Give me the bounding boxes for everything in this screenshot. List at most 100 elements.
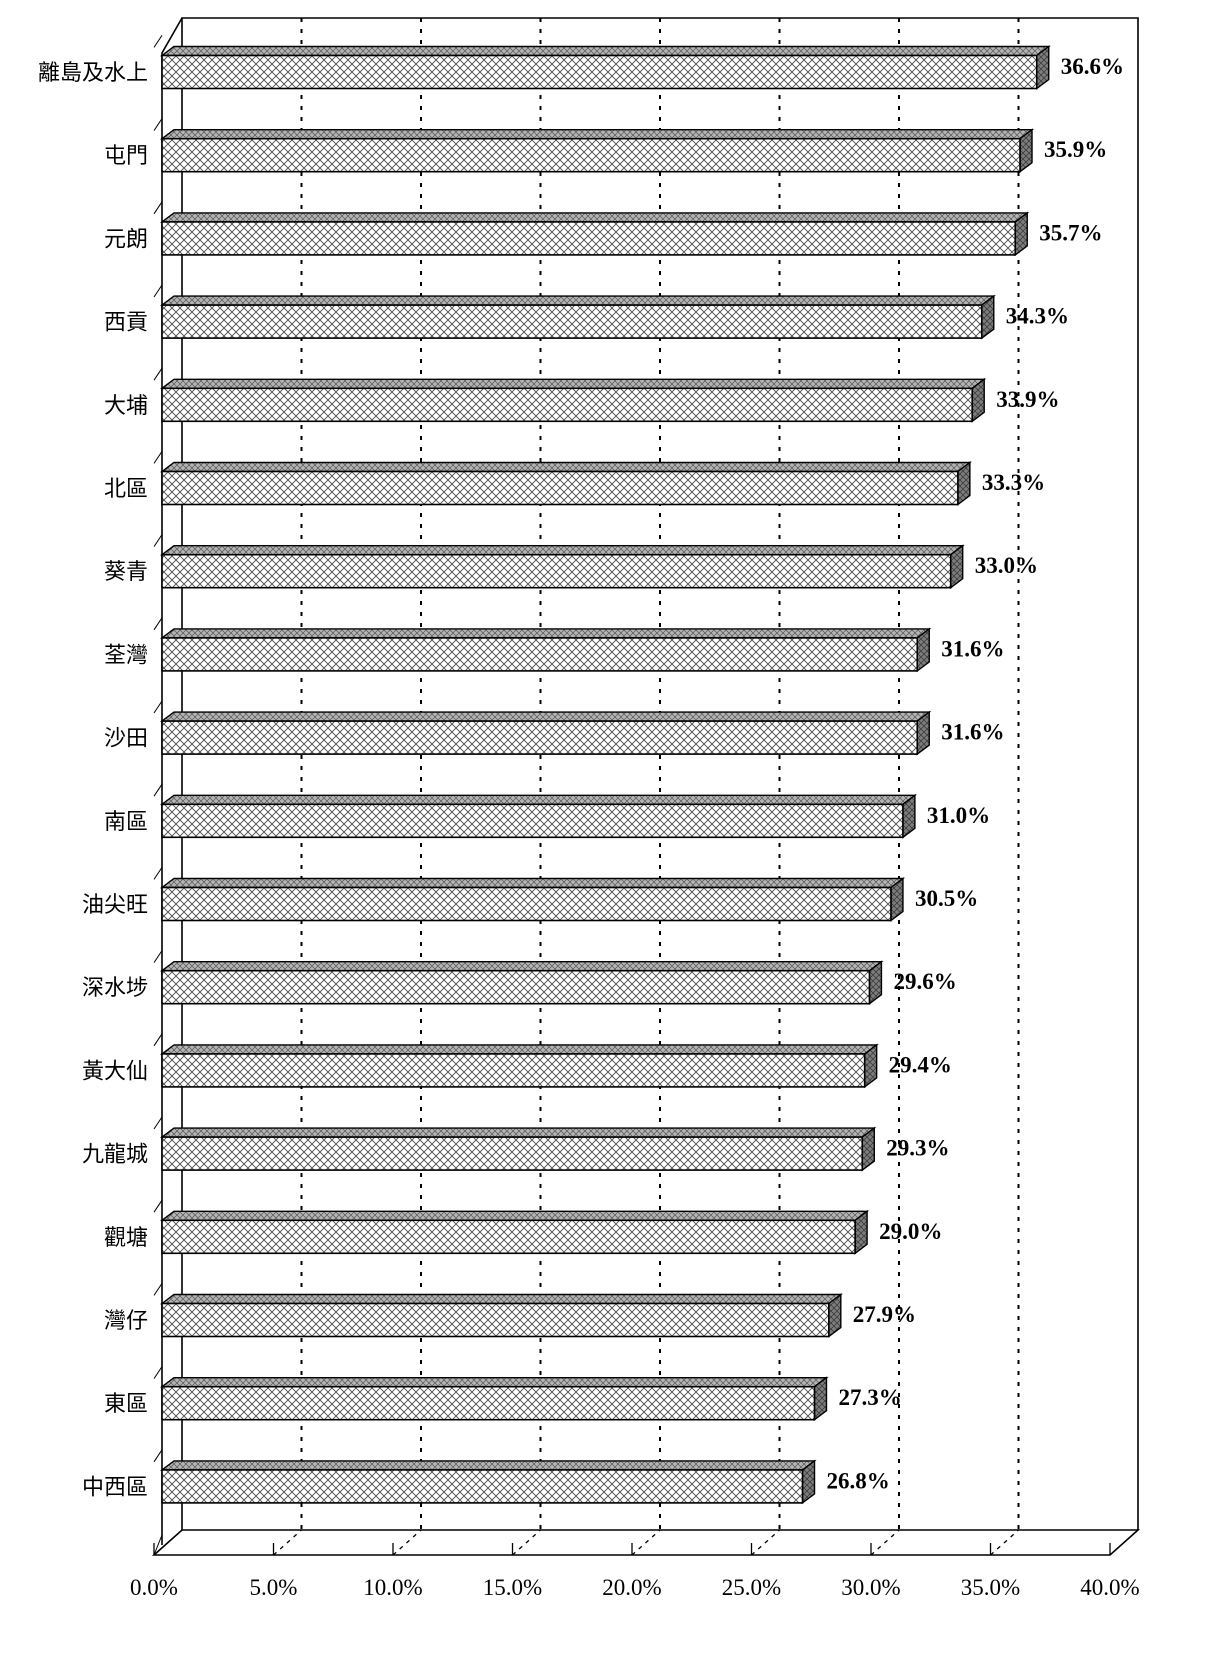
bar-top <box>159 295 996 306</box>
floor-gridline <box>990 1529 1019 1556</box>
bar-top <box>159 128 1035 140</box>
category-label: 中西區 <box>82 1475 148 1500</box>
category-label: 沙田 <box>104 727 148 752</box>
data-label: 31.6% <box>941 636 1004 661</box>
category-tick-mark <box>153 367 163 381</box>
bar <box>161 553 952 589</box>
category-tick-mark <box>153 1033 163 1047</box>
floor <box>151 1529 1141 1556</box>
bar-top <box>159 212 1030 223</box>
bar-top <box>159 1460 817 1471</box>
category-tick-mark <box>153 1283 163 1296</box>
bar <box>161 1053 866 1088</box>
bar-top <box>159 711 932 722</box>
x-tick-label: 35.0% <box>961 1575 1020 1600</box>
data-label: 29.4% <box>889 1052 952 1077</box>
floor-gridline <box>273 1529 302 1556</box>
category-label: 南區 <box>104 810 148 835</box>
bar <box>161 720 919 755</box>
bar-top <box>159 1293 843 1305</box>
data-label: 34.3% <box>1006 304 1069 329</box>
bar-top <box>159 794 918 805</box>
data-label: 33.3% <box>982 470 1045 495</box>
category-tick-mark <box>153 1116 163 1130</box>
data-label: 35.7% <box>1039 220 1102 245</box>
bar-top <box>159 1210 870 1222</box>
bar <box>161 304 983 339</box>
category-label: 西貢 <box>104 311 148 336</box>
category-label: 觀塘 <box>104 1226 148 1251</box>
bar-top <box>159 378 987 389</box>
bar <box>161 637 919 672</box>
category-label: 荃灣 <box>104 643 148 668</box>
bar-top <box>159 545 965 556</box>
floor-gridline <box>512 1529 541 1556</box>
data-label: 29.6% <box>893 969 956 994</box>
data-label: 27.3% <box>838 1385 901 1410</box>
category-tick-mark <box>153 950 163 963</box>
bar-top <box>159 961 884 972</box>
category-tick-mark <box>153 1534 163 1556</box>
bar <box>161 54 1038 90</box>
category-tick-mark <box>153 1366 163 1379</box>
category-label: 東區 <box>104 1392 148 1417</box>
floor-gridline <box>631 1529 661 1556</box>
category-label: 葵青 <box>104 560 148 585</box>
floor-gridline <box>870 1529 900 1556</box>
category-tick-mark <box>153 284 163 298</box>
category-tick-mark <box>153 118 163 131</box>
data-label: 26.8% <box>827 1468 890 1493</box>
data-label: 31.0% <box>927 803 990 828</box>
bar <box>161 470 959 506</box>
x-axis-tick-labels: 0.0% 5.0% 10.0% 15.0% 20.0% 25.0% 30.0% 35.0% 40… <box>130 1575 1140 1600</box>
bar-top <box>159 461 972 473</box>
category-label: 屯門 <box>104 144 148 169</box>
category-label: 油尖旺 <box>82 893 148 918</box>
bar-top <box>159 628 932 639</box>
bar <box>161 387 974 423</box>
data-label: 29.0% <box>879 1219 942 1244</box>
category-tick-mark <box>153 534 163 547</box>
bar <box>161 1385 816 1421</box>
bar <box>161 969 871 1005</box>
category-tick-mark <box>153 1449 163 1463</box>
bar <box>161 137 1021 173</box>
data-label: 31.6% <box>941 720 1004 745</box>
bar <box>161 221 1017 256</box>
bar-top <box>159 1127 877 1138</box>
data-label: 33.0% <box>975 553 1038 578</box>
data-label: 35.9% <box>1044 137 1107 162</box>
bar-series <box>159 45 1051 1505</box>
floor-gridline <box>392 1529 422 1556</box>
bar-top <box>159 1044 879 1055</box>
bar <box>161 1219 856 1255</box>
bar <box>161 1469 804 1504</box>
category-tick-mark <box>153 35 163 48</box>
category-label: 離島及水上 <box>38 61 148 86</box>
category-tick-mark <box>153 783 163 797</box>
bar-top <box>159 1376 829 1388</box>
category-tick-mark <box>153 700 163 714</box>
bar-top <box>159 877 906 889</box>
bar-top <box>159 45 1051 57</box>
x-tick-label: 10.0% <box>363 1575 422 1600</box>
x-tick-label: 20.0% <box>602 1575 661 1600</box>
data-label: 30.5% <box>915 886 978 911</box>
bar <box>161 1302 830 1338</box>
category-tick-mark <box>153 867 163 880</box>
x-tick-label: 5.0% <box>250 1575 298 1600</box>
floor-gridline <box>751 1529 780 1556</box>
data-label: 36.6% <box>1061 54 1124 79</box>
category-label: 大埔 <box>104 394 148 419</box>
bar <box>161 803 904 839</box>
grid-lines <box>153 18 1111 1556</box>
category-tick-mark <box>153 201 163 215</box>
x-tick-label: 0.0% <box>130 1575 178 1600</box>
data-label: 33.9% <box>996 387 1059 412</box>
x-tick-label: 25.0% <box>722 1575 781 1600</box>
category-label: 九龍城 <box>82 1143 148 1168</box>
bar <box>161 1136 864 1171</box>
category-label: 灣仔 <box>104 1309 148 1334</box>
